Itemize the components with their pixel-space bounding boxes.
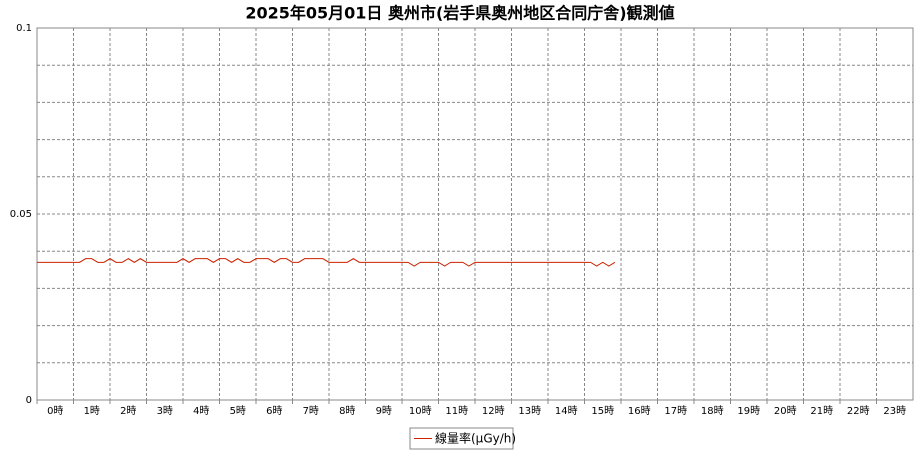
x-tick-label: 0時 bbox=[47, 405, 63, 417]
x-tick-label: 22時 bbox=[847, 405, 870, 417]
x-tick-label: 8時 bbox=[339, 405, 355, 417]
legend-box bbox=[409, 427, 514, 450]
x-tick-label: 16時 bbox=[628, 405, 651, 417]
y-tick-label: 0.05 bbox=[10, 209, 32, 220]
x-tick-label: 9時 bbox=[376, 405, 392, 417]
x-tick-label: 13時 bbox=[518, 405, 541, 417]
x-tick-label: 17時 bbox=[664, 405, 687, 417]
y-tick-label: 0.1 bbox=[16, 23, 32, 34]
x-tick-label: 4時 bbox=[193, 405, 209, 417]
x-tick-label: 19時 bbox=[737, 405, 760, 417]
x-tick-label: 21時 bbox=[810, 405, 833, 417]
chart-title: 2025年05月01日 奥州市(岩手県奥州地区合同庁舎)観測値 bbox=[245, 4, 674, 23]
plot-border bbox=[36, 27, 914, 401]
x-tick-label: 12時 bbox=[482, 405, 505, 417]
legend-label: 線量率(μGy/h) bbox=[435, 431, 516, 446]
x-tick-label: 5時 bbox=[230, 405, 246, 417]
x-tick-label: 3時 bbox=[157, 405, 173, 417]
x-tick-label: 7時 bbox=[303, 405, 319, 417]
x-tick-label: 23時 bbox=[883, 405, 906, 417]
x-tick-label: 2時 bbox=[120, 405, 136, 417]
x-tick-label: 15時 bbox=[591, 405, 614, 417]
y-tick-label: 0 bbox=[26, 395, 32, 406]
x-tick-label: 20時 bbox=[774, 405, 797, 417]
x-tick-label: 11時 bbox=[445, 405, 468, 417]
x-tick-label: 6時 bbox=[266, 405, 282, 417]
x-tick-label: 14時 bbox=[555, 405, 578, 417]
x-tick-label: 1時 bbox=[84, 405, 100, 417]
series-line bbox=[37, 258, 616, 267]
x-tick-label: 10時 bbox=[409, 405, 432, 417]
x-tick-label: 18時 bbox=[701, 405, 724, 417]
